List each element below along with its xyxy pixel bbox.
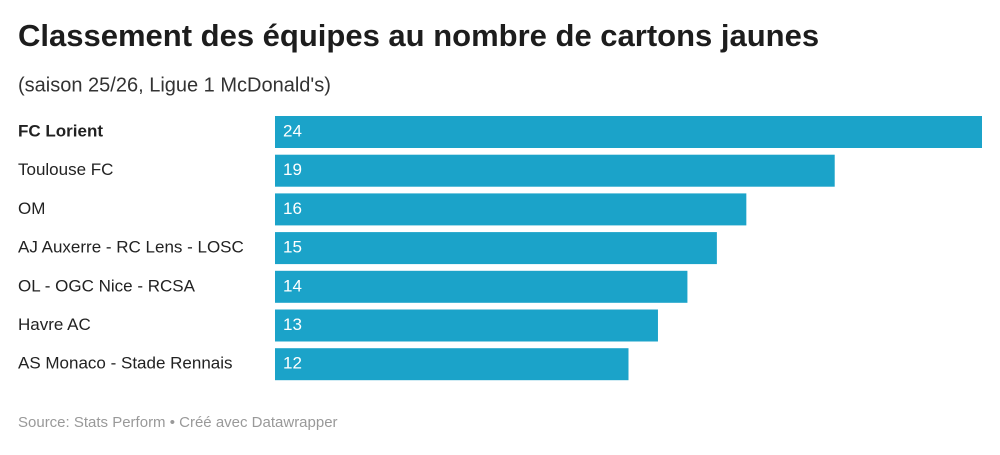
value-label: 14 (283, 276, 302, 295)
value-label: 12 (283, 354, 302, 373)
chart-title: Classement des équipes au nombre de cart… (18, 18, 819, 53)
value-label: 15 (283, 238, 302, 257)
category-label: AS Monaco - Stade Rennais (18, 354, 233, 373)
source-note: Source: Stats Perform • Créé avec Datawr… (18, 414, 338, 431)
value-label: 24 (283, 121, 302, 140)
bar (275, 193, 747, 226)
bar (275, 348, 629, 381)
category-label: Havre AC (18, 315, 91, 334)
category-label: FC Lorient (18, 121, 103, 140)
bar (275, 270, 688, 303)
value-label: 19 (283, 160, 302, 179)
category-label: Toulouse FC (18, 160, 113, 179)
chart-subtitle: (saison 25/26, Ligue 1 McDonald's) (18, 74, 331, 96)
category-label: AJ Auxerre - RC Lens - LOSC (18, 238, 244, 257)
bar (275, 154, 835, 187)
value-label: 13 (283, 315, 302, 334)
category-label: OL - OGC Nice - RCSA (18, 276, 196, 295)
value-label: 16 (283, 199, 302, 218)
category-label: OM (18, 199, 45, 218)
bar (275, 116, 982, 148)
bar (275, 309, 658, 342)
bar (275, 232, 717, 265)
